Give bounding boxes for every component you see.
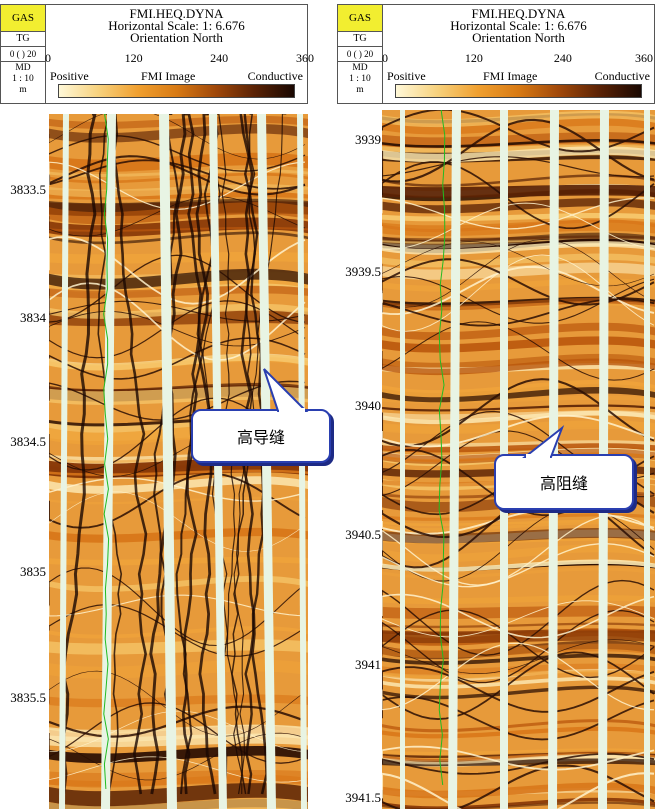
legend-conductive: Conductive: [247, 69, 303, 83]
legend-positive: Positive: [387, 69, 426, 83]
fmi-image-left: [49, 114, 308, 809]
tick-360: 360: [296, 51, 314, 65]
depth-label: 3834: [20, 310, 46, 325]
callout-pointer: [263, 368, 309, 412]
tick-240: 240: [553, 51, 572, 65]
log-header: GAS TG 0 ( ) 20 MD 1 : 10 m FMI.HEQ.DYNA…: [0, 4, 314, 104]
title-line-3: Orientation North: [130, 30, 223, 45]
legend-image: FMI Image: [141, 69, 196, 83]
callout-text: 高导缝: [236, 428, 285, 447]
md-label: MD: [15, 63, 31, 73]
legend-labels: Positive FMI Image Conductive: [50, 69, 303, 84]
track-header-left: GAS TG 0 ( ) 20 MD 1 : 10 m: [338, 5, 383, 103]
legend-labels: Positive FMI Image Conductive: [387, 69, 650, 84]
callout-high-resistivity-fracture: 高阻缝: [494, 454, 634, 510]
depth-label: 3941.5: [345, 790, 381, 805]
tg-scale: 0 ( ) 20: [1, 47, 45, 62]
track-title: FMI.HEQ.DYNA Horizontal Scale: 1: 6.676 …: [46, 6, 307, 45]
md-block: MD 1 : 10 m: [338, 62, 382, 96]
tick-120: 120: [124, 51, 143, 65]
depth-label: 3941: [355, 657, 381, 672]
legend-positive: Positive: [50, 69, 89, 83]
callout-pointer: [522, 424, 565, 458]
fmi-panel-right: GAS TG 0 ( ) 20 MD 1 : 10 m FMI.HEQ.DYNA…: [337, 0, 655, 809]
gas-label: GAS: [1, 5, 45, 32]
depth-label: 3940: [355, 398, 381, 413]
title-line-2: Horizontal Scale: 1: 6.676: [108, 18, 245, 33]
title-line-1: FMI.HEQ.DYNA: [471, 6, 566, 21]
tg-scale: 0 ( ) 20: [338, 47, 382, 62]
tg-label: TG: [1, 32, 45, 47]
tick-120: 120: [464, 51, 483, 65]
md-scale: 1 : 10: [12, 74, 34, 84]
depth-label: 3835.5: [10, 690, 46, 705]
image-track-header: FMI.HEQ.DYNA Horizontal Scale: 1: 6.676 …: [382, 5, 654, 103]
title-line-2: Horizontal Scale: 1: 6.676: [450, 18, 587, 33]
tick-360: 360: [634, 51, 653, 65]
track-header-left: GAS TG 0 ( ) 20 MD 1 : 10 m: [1, 5, 46, 103]
gas-label: GAS: [338, 5, 382, 32]
title-line-3: Orientation North: [472, 30, 565, 45]
md-block: MD 1 : 10 m: [1, 62, 45, 96]
fmi-image-svg: [382, 110, 655, 809]
md-scale: 1 : 10: [349, 74, 371, 84]
azimuth-ticks: 0 120 240 360: [45, 51, 314, 65]
fmi-panel-left: GAS TG 0 ( ) 20 MD 1 : 10 m FMI.HEQ.DYNA…: [0, 0, 331, 809]
fmi-image-svg: [49, 114, 308, 809]
tick-0: 0: [45, 51, 51, 65]
color-scale-bar: [395, 84, 642, 98]
tick-240: 240: [210, 51, 229, 65]
callout-high-conductivity-fracture: 高导缝: [191, 409, 331, 463]
legend-conductive: Conductive: [594, 69, 650, 83]
depth-label: 3940.5: [345, 527, 381, 542]
fmi-image-right: [382, 110, 655, 809]
legend-image: FMI Image: [483, 69, 538, 83]
tg-label: TG: [338, 32, 382, 47]
track-title: FMI.HEQ.DYNA Horizontal Scale: 1: 6.676 …: [383, 6, 654, 45]
azimuth-ticks: 0 120 240 360: [382, 51, 653, 65]
image-track-header: FMI.HEQ.DYNA Horizontal Scale: 1: 6.676 …: [45, 5, 314, 103]
callout-text: 高阻缝: [539, 474, 588, 493]
color-scale-bar: [58, 84, 295, 98]
tick-0: 0: [382, 51, 388, 65]
md-unit: m: [356, 85, 364, 95]
depth-label: 3939.5: [345, 264, 381, 279]
depth-label: 3833.5: [10, 182, 46, 197]
md-unit: m: [19, 85, 27, 95]
md-label: MD: [352, 63, 368, 73]
depth-axis: 3939 3939.5 3940 3940.5 3941 3941.5: [337, 110, 383, 809]
title-line-1: FMI.HEQ.DYNA: [129, 6, 224, 21]
depth-label: 3834.5: [10, 434, 46, 449]
depth-axis: 3833.5 3834 3834.5 3835 3835.5: [0, 114, 48, 809]
log-header: GAS TG 0 ( ) 20 MD 1 : 10 m FMI.HEQ.DYNA…: [337, 4, 655, 104]
depth-label: 3939: [355, 132, 381, 147]
depth-label: 3835: [20, 564, 46, 579]
